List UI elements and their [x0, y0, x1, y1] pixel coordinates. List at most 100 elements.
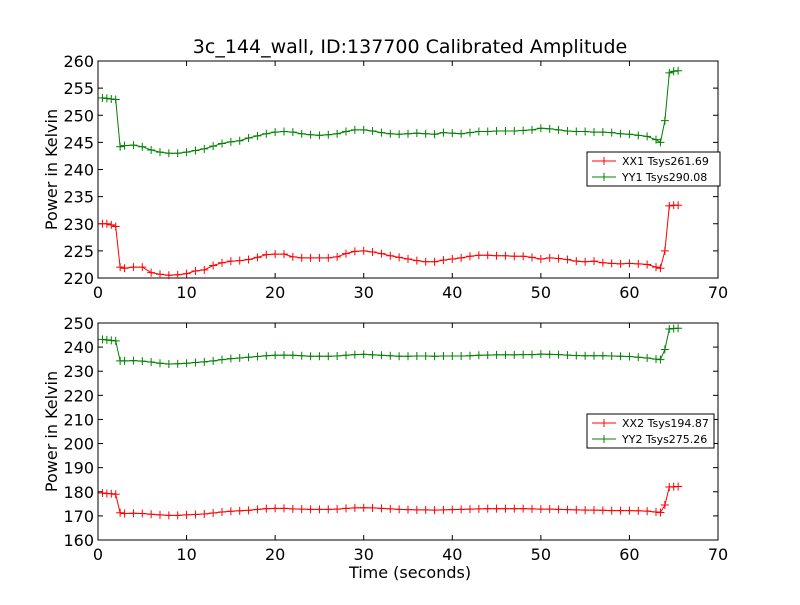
data-point [173, 149, 182, 158]
data-point [572, 351, 581, 360]
data-point [359, 246, 368, 255]
data-point [102, 94, 111, 103]
data-point [634, 353, 643, 362]
data-point [616, 129, 625, 138]
data-point [200, 144, 209, 153]
data-point [359, 503, 368, 512]
data-point [377, 249, 386, 258]
series-xx2 [98, 482, 683, 520]
x-tick-label: 70 [708, 545, 728, 564]
data-point [457, 129, 466, 138]
y-tick-label: 260 [63, 52, 94, 71]
data-point [226, 354, 235, 363]
x-tick-label: 40 [442, 283, 462, 302]
data-point [342, 351, 350, 360]
legend-box [586, 413, 715, 449]
y-tick-label: 220 [63, 269, 94, 288]
data-point [156, 148, 164, 157]
data-point [519, 126, 528, 135]
data-point [209, 142, 218, 151]
data-point [492, 126, 501, 135]
data-point [244, 506, 253, 515]
data-point [395, 352, 404, 361]
data-point [191, 266, 200, 275]
data-point [457, 352, 466, 361]
data-point [501, 126, 510, 135]
data-point [474, 251, 483, 260]
data-point [643, 260, 652, 269]
x-tick-label: 60 [619, 545, 639, 564]
data-point [342, 504, 350, 513]
data-point [660, 501, 669, 510]
data-point [483, 127, 492, 136]
data-point [138, 357, 147, 366]
data-point [324, 505, 333, 514]
data-point [386, 129, 395, 138]
data-point [590, 351, 598, 360]
data-point [439, 352, 448, 361]
data-point [350, 350, 359, 359]
data-point [315, 253, 324, 262]
data-point [288, 128, 297, 137]
data-point [350, 247, 359, 256]
data-point [448, 255, 457, 264]
data-point [554, 350, 563, 359]
data-point [466, 505, 474, 514]
data-point [368, 503, 377, 512]
data-point [448, 129, 457, 138]
data-point [519, 350, 528, 359]
subplots: 0 10 20 30 40 50 60 70 220 225 230 235 240 245 250 255 2… [42, 52, 728, 564]
data-point [474, 351, 483, 360]
data-point [616, 259, 625, 268]
x-axis-label: Time (seconds) [348, 563, 471, 582]
data-point [501, 251, 510, 260]
data-point [386, 504, 395, 513]
data-point [120, 141, 129, 150]
legend-marker [600, 419, 608, 427]
data-point [607, 506, 616, 515]
data-point [616, 506, 625, 515]
data-point [218, 258, 226, 267]
data-point [209, 508, 218, 517]
data-point [209, 261, 218, 270]
data-point [147, 145, 156, 154]
data-point [554, 505, 563, 514]
legend-label: YY1 Tsys290.08 [621, 171, 707, 184]
data-point [368, 350, 377, 359]
data-point [412, 256, 421, 265]
data-point [226, 507, 235, 516]
data-point [598, 128, 607, 137]
y-axis-label: Power in Kelvin [42, 371, 61, 492]
data-point [404, 255, 412, 264]
data-point [333, 352, 342, 361]
data-point [342, 249, 350, 258]
series-line [102, 204, 679, 276]
y-tick-label: 240 [63, 161, 94, 180]
data-point [235, 506, 244, 515]
data-point [474, 504, 483, 513]
data-point [404, 505, 412, 514]
data-point [156, 510, 164, 519]
data-point [457, 253, 466, 262]
data-point [324, 253, 333, 262]
data-point [519, 504, 528, 513]
data-point [536, 255, 545, 264]
series-xx1 [98, 201, 683, 280]
data-point [111, 336, 120, 345]
data-point [116, 142, 125, 151]
series-line [102, 70, 679, 154]
data-point [598, 351, 607, 360]
y-tick-label: 210 [63, 410, 94, 429]
data-point [116, 263, 125, 272]
data-point [129, 141, 138, 150]
data-point [235, 256, 244, 265]
data-point [262, 129, 271, 138]
data-point [656, 264, 665, 273]
data-point [554, 254, 563, 263]
data-point [102, 219, 111, 228]
data-point [643, 507, 652, 516]
data-point [625, 506, 634, 515]
data-point [581, 127, 590, 136]
legend-marker [600, 157, 608, 165]
